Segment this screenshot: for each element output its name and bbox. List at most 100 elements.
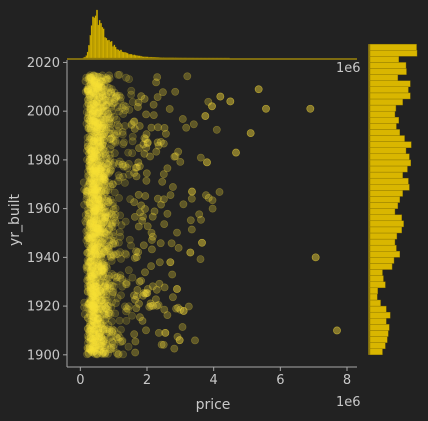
x-hist-bar bbox=[110, 42, 111, 58]
x-hist-bar bbox=[138, 56, 139, 58]
scatter-point bbox=[97, 324, 104, 331]
scatter-point bbox=[100, 261, 107, 268]
x-hist-bar bbox=[119, 51, 120, 58]
scatter-point bbox=[135, 223, 142, 230]
scatter-point bbox=[105, 197, 112, 204]
scatter-point bbox=[87, 106, 94, 113]
scatter-point bbox=[208, 103, 215, 110]
scatter-point bbox=[156, 259, 163, 266]
scatter-point bbox=[111, 150, 118, 157]
y-tick-label: 1940 bbox=[27, 251, 60, 266]
y-hist-bar bbox=[370, 160, 411, 166]
x-hist-bar bbox=[96, 10, 97, 58]
x-hist-bar bbox=[132, 55, 133, 58]
scatter-point bbox=[135, 145, 142, 152]
scatter-point bbox=[85, 96, 92, 103]
scatter-point bbox=[140, 242, 147, 249]
scatter-point bbox=[83, 264, 90, 271]
y-hist-bar bbox=[370, 330, 388, 336]
scatter-point bbox=[117, 292, 124, 299]
scatter-point bbox=[184, 73, 191, 80]
scatter-point bbox=[106, 115, 113, 122]
x-hist-bar bbox=[104, 37, 105, 58]
scatter-point bbox=[126, 106, 133, 113]
y-hist-bar bbox=[370, 239, 395, 245]
x-hist-bar bbox=[122, 52, 123, 58]
y-hist-bar bbox=[370, 263, 392, 269]
scatter-point bbox=[122, 218, 129, 225]
scatter-point bbox=[99, 207, 106, 214]
y-hist-bar bbox=[370, 56, 399, 62]
x-hist-bar bbox=[112, 46, 113, 58]
y-hist-bar bbox=[370, 257, 394, 263]
scatter-point bbox=[176, 337, 183, 344]
scatter-point bbox=[81, 304, 88, 311]
y-hist-bar bbox=[370, 62, 406, 68]
x-offset-label-top: 1e6 bbox=[336, 61, 361, 76]
x-hist-bar bbox=[143, 57, 144, 58]
y-hist-bar bbox=[370, 282, 385, 288]
y-tick-label: 1900 bbox=[27, 348, 60, 363]
scatter-point bbox=[179, 323, 186, 330]
scatter-point bbox=[122, 280, 129, 287]
y-hist-bar bbox=[370, 337, 387, 343]
scatter-point bbox=[113, 116, 120, 123]
y-hist-bar bbox=[370, 245, 396, 251]
y-hist-bar bbox=[370, 318, 386, 324]
scatter-point bbox=[97, 252, 104, 259]
scatter-point bbox=[172, 88, 179, 95]
scatter-point bbox=[169, 271, 176, 278]
scatter-point bbox=[115, 160, 122, 167]
scatter-point bbox=[86, 74, 93, 81]
scatter-point bbox=[108, 103, 115, 110]
scatter-point bbox=[164, 210, 171, 217]
scatter-point bbox=[110, 137, 117, 144]
scatter-point bbox=[191, 337, 198, 344]
scatter-point bbox=[134, 286, 141, 293]
scatter-point bbox=[125, 343, 132, 350]
scatter-point bbox=[217, 93, 224, 100]
scatter-point bbox=[87, 86, 94, 93]
y-hist-bar bbox=[370, 154, 409, 160]
scatter-point bbox=[159, 178, 166, 185]
scatter-point bbox=[91, 187, 98, 194]
y-hist-bar bbox=[370, 117, 399, 123]
x-hist-bar bbox=[155, 57, 156, 58]
x-hist-bar bbox=[108, 40, 109, 58]
y-hist-bar bbox=[370, 184, 409, 190]
scatter-point bbox=[156, 280, 163, 287]
scatter-point bbox=[141, 269, 148, 276]
x-hist-bar bbox=[123, 52, 124, 58]
scatter-point bbox=[149, 213, 156, 220]
x-hist-bar bbox=[134, 55, 135, 58]
x-hist-bar bbox=[92, 17, 93, 58]
scatter-point bbox=[112, 211, 119, 218]
y-hist-bar bbox=[370, 349, 382, 355]
scatter-point bbox=[203, 159, 210, 166]
scatter-point bbox=[87, 302, 94, 309]
scatter-point bbox=[91, 204, 98, 211]
scatter-point bbox=[155, 329, 162, 336]
y-tick-label: 2000 bbox=[27, 105, 60, 120]
scatter-point bbox=[262, 105, 269, 112]
scatter-point bbox=[98, 290, 105, 297]
x-hist-bar bbox=[84, 57, 85, 58]
x-offset-label: 1e6 bbox=[336, 395, 361, 410]
scatter-point bbox=[153, 302, 160, 309]
scatter-point bbox=[112, 240, 119, 247]
scatter-point bbox=[133, 305, 140, 312]
x-hist-bar bbox=[126, 53, 127, 58]
scatter-point bbox=[164, 165, 171, 172]
scatter-point bbox=[94, 300, 101, 307]
scatter-point bbox=[101, 303, 108, 310]
y-hist-bar bbox=[370, 136, 405, 142]
scatter-point bbox=[94, 126, 101, 133]
scatter-point bbox=[90, 330, 97, 337]
scatter-point bbox=[209, 205, 216, 212]
scatter-point bbox=[129, 150, 136, 157]
x-hist-bar bbox=[147, 57, 148, 58]
x-hist-bar bbox=[131, 54, 132, 58]
scatter-point bbox=[153, 148, 160, 155]
